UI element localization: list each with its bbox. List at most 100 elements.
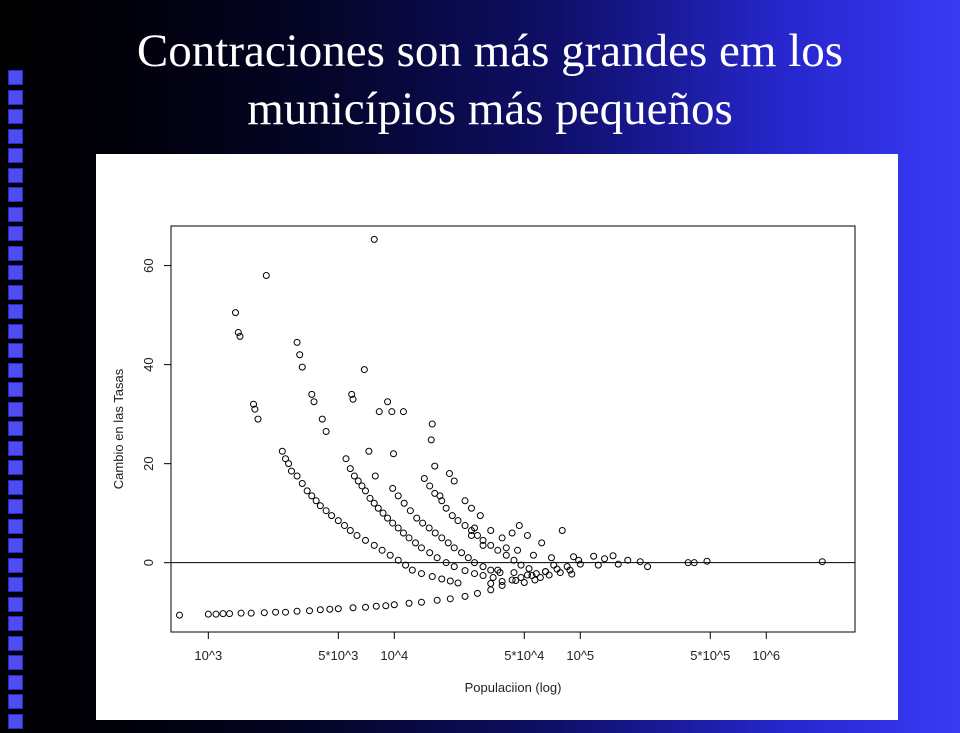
- decorative-square: [8, 70, 23, 85]
- data-point: [487, 579, 495, 587]
- data-point: [322, 507, 330, 515]
- data-point: [411, 539, 419, 547]
- data-point: [520, 578, 528, 586]
- data-point: [293, 472, 301, 480]
- data-point: [502, 544, 510, 552]
- data-point: [226, 610, 234, 618]
- data-point: [360, 366, 368, 374]
- slide-title: Contraciones son más grandes em los muni…: [40, 22, 940, 138]
- data-point: [394, 524, 402, 532]
- data-point: [433, 554, 441, 562]
- decorative-square-column: [8, 70, 24, 733]
- data-point: [342, 455, 350, 463]
- data-point: [328, 512, 336, 520]
- data-point: [399, 529, 407, 537]
- data-point: [365, 447, 373, 455]
- decorative-square: [8, 109, 23, 124]
- data-point: [450, 477, 458, 485]
- data-point: [417, 570, 425, 578]
- data-point: [445, 470, 453, 478]
- data-point: [394, 556, 402, 564]
- data-point: [568, 570, 576, 578]
- data-point: [818, 558, 826, 566]
- data-point: [446, 595, 454, 603]
- data-point: [303, 487, 311, 495]
- x-tick-label: 10^3: [194, 648, 222, 663]
- data-point: [444, 539, 452, 547]
- data-point: [308, 492, 316, 500]
- data-point: [384, 398, 392, 406]
- data-point: [517, 574, 525, 582]
- decorative-square: [8, 89, 23, 105]
- data-point: [236, 332, 244, 340]
- data-point: [371, 472, 379, 480]
- data-point: [450, 544, 458, 552]
- data-point: [512, 577, 520, 585]
- data-point: [624, 556, 632, 564]
- data-point: [372, 602, 380, 610]
- data-point: [575, 556, 583, 564]
- data-point: [464, 554, 472, 562]
- decorative-square: [8, 323, 23, 339]
- data-point: [570, 553, 578, 561]
- data-point: [426, 549, 434, 557]
- data-point: [558, 527, 566, 534]
- data-point: [523, 571, 531, 579]
- data-point: [508, 529, 516, 537]
- data-point: [384, 514, 392, 522]
- decorative-square: [8, 616, 23, 631]
- y-tick-label: 60: [141, 258, 156, 272]
- data-point: [334, 517, 342, 525]
- x-tick-label: 10^6: [752, 648, 780, 663]
- data-point: [489, 574, 497, 582]
- x-tick-label: 10^5: [566, 648, 594, 663]
- data-point: [247, 609, 255, 617]
- data-point: [353, 531, 361, 539]
- data-point: [361, 487, 369, 495]
- data-point: [346, 527, 354, 534]
- data-point: [237, 609, 245, 617]
- data-point: [431, 529, 439, 537]
- data-point: [510, 556, 518, 564]
- decorative-square: [8, 694, 23, 709]
- data-point: [281, 455, 289, 463]
- data-point: [298, 479, 306, 487]
- data-point: [408, 566, 416, 574]
- data-point: [425, 524, 433, 532]
- decorative-square: [8, 265, 23, 280]
- data-point: [204, 610, 212, 618]
- data-point: [394, 492, 402, 500]
- data-point: [419, 519, 427, 527]
- data-point: [473, 531, 481, 539]
- data-point: [498, 581, 506, 589]
- data-point: [487, 566, 495, 574]
- data-point: [523, 531, 531, 539]
- chart-panel: 0 20 40 60 10^3 5*10^3 10^4 5*10^4 10^5 5*10^5 10…: [96, 154, 898, 720]
- decorative-square: [8, 343, 23, 358]
- x-tick-label: 5*10^5: [690, 648, 730, 663]
- data-point: [298, 363, 306, 371]
- data-point: [556, 569, 564, 577]
- data-point: [281, 608, 289, 616]
- data-point: [473, 589, 481, 597]
- data-point: [458, 549, 466, 557]
- data-point: [334, 605, 342, 613]
- data-point: [375, 408, 383, 416]
- data-point: [442, 504, 450, 512]
- decorative-square: [8, 440, 23, 456]
- data-point: [176, 611, 184, 619]
- data-point: [594, 561, 602, 569]
- data-point: [326, 605, 334, 613]
- data-point: [316, 606, 324, 614]
- data-point: [370, 499, 378, 507]
- y-tick-label: 40: [141, 357, 156, 371]
- data-point: [476, 512, 484, 520]
- data-point: [312, 497, 320, 505]
- data-point: [413, 514, 421, 522]
- data-point: [361, 536, 369, 544]
- data-point: [436, 492, 444, 500]
- data-point: [545, 571, 553, 579]
- data-point: [296, 351, 304, 359]
- x-tick-label: 5*10^4: [504, 648, 544, 663]
- y-axis-label: Cambio en las Tasas: [111, 368, 126, 489]
